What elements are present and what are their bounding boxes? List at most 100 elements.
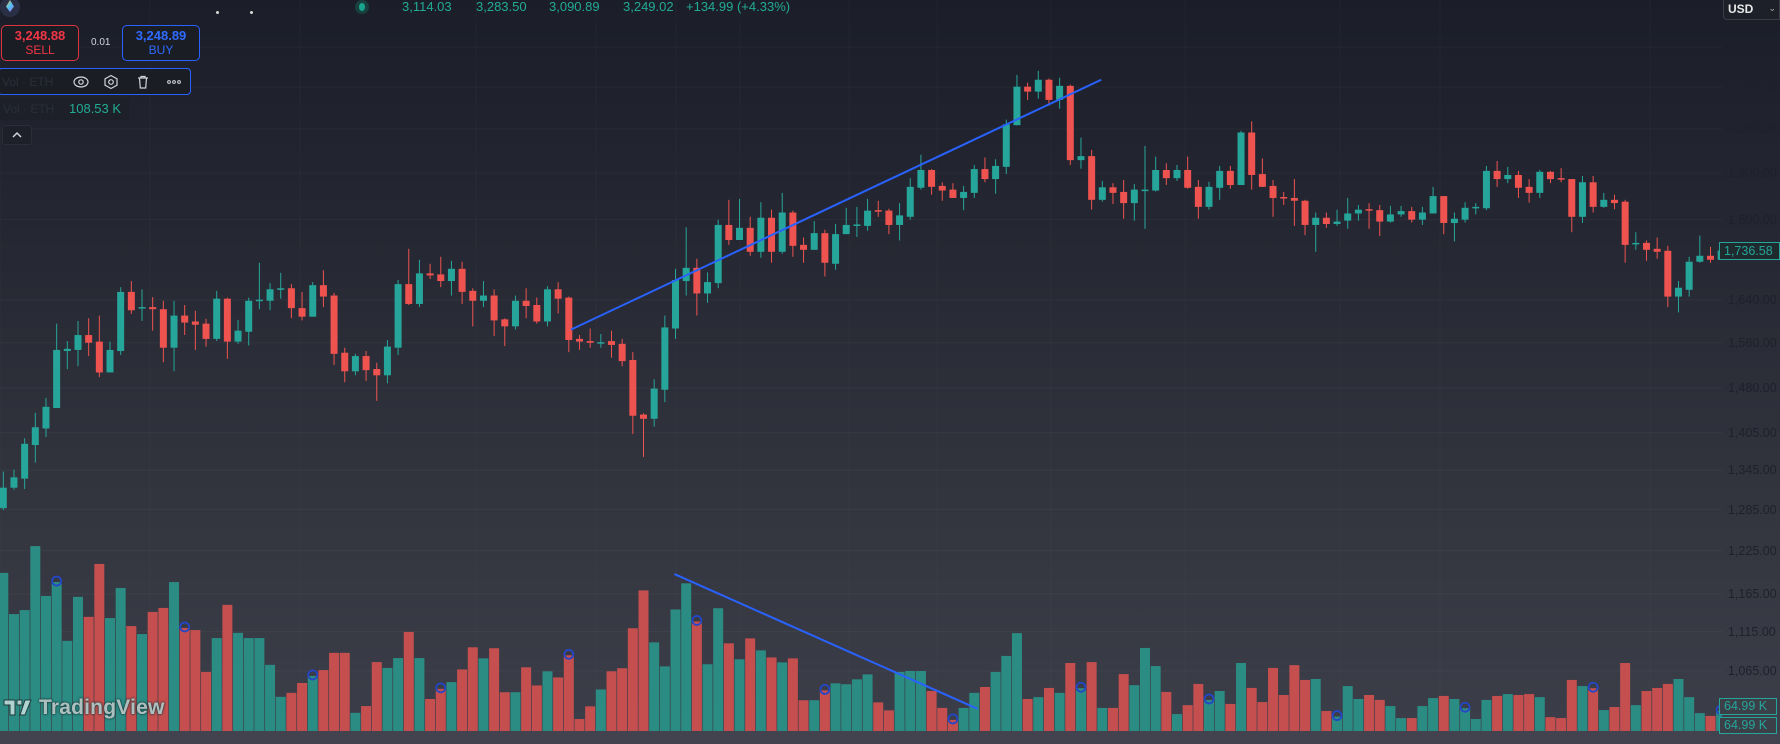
volume-bar bbox=[329, 652, 340, 731]
buy-button[interactable]: 3,248.89 BUY bbox=[122, 25, 200, 61]
candle-body bbox=[949, 189, 957, 198]
candle bbox=[1376, 204, 1384, 237]
price-tick-label: 1,560.00 bbox=[1728, 335, 1777, 350]
candle-body bbox=[1194, 186, 1202, 207]
candle bbox=[650, 379, 658, 427]
candle-body bbox=[1045, 79, 1053, 100]
candle bbox=[725, 199, 733, 245]
candle-body bbox=[554, 289, 562, 299]
candle-body bbox=[362, 356, 370, 371]
candle-body bbox=[458, 268, 466, 292]
candle bbox=[714, 219, 722, 289]
candle-body bbox=[437, 274, 445, 282]
candle-body bbox=[1077, 156, 1085, 161]
candle bbox=[149, 297, 157, 331]
volume-bar bbox=[510, 692, 521, 731]
candle bbox=[1642, 240, 1650, 261]
candle-body bbox=[85, 335, 93, 343]
volume-bar bbox=[8, 614, 19, 731]
volume-bar bbox=[702, 664, 713, 731]
collapse-legend-button[interactable] bbox=[2, 125, 32, 145]
candle bbox=[661, 315, 669, 403]
candle bbox=[234, 319, 242, 344]
candle-body bbox=[970, 169, 978, 193]
candle-body bbox=[447, 268, 455, 282]
volume-bar bbox=[1694, 713, 1705, 731]
volume-bar bbox=[595, 689, 606, 731]
candle bbox=[362, 351, 370, 382]
volume-bar bbox=[243, 638, 254, 731]
volume-bar bbox=[1289, 665, 1300, 731]
volume-bar bbox=[179, 627, 190, 731]
candle bbox=[832, 223, 840, 270]
price-tick-label: 1,345.00 bbox=[1728, 463, 1777, 478]
candle-body bbox=[607, 341, 615, 345]
volume-marker bbox=[1459, 701, 1471, 713]
volume-bar bbox=[105, 618, 115, 731]
currency-dropdown[interactable]: USD ⌄ bbox=[1723, 0, 1780, 20]
candle-body bbox=[31, 427, 39, 446]
candle bbox=[554, 282, 562, 314]
candle bbox=[1653, 237, 1661, 259]
candle-body bbox=[1258, 174, 1266, 187]
candle bbox=[1173, 165, 1181, 181]
candle bbox=[810, 221, 818, 250]
volume-bar bbox=[1396, 718, 1407, 731]
volume-indicator-legend[interactable]: Vol · ETH bbox=[0, 68, 191, 95]
chevron-down-icon: ⌄ bbox=[1768, 3, 1776, 13]
candle bbox=[1290, 179, 1298, 226]
candle bbox=[533, 297, 541, 324]
candle bbox=[255, 262, 263, 310]
candle-body bbox=[650, 388, 658, 419]
candle bbox=[1546, 170, 1554, 184]
sell-button[interactable]: 3,248.88 SELL bbox=[1, 25, 79, 61]
candle-body bbox=[149, 307, 157, 310]
volume-bar bbox=[1652, 687, 1663, 731]
candle bbox=[373, 362, 381, 401]
market-open-dot-icon[interactable] bbox=[355, 0, 369, 14]
candle bbox=[821, 229, 829, 277]
volume-bar bbox=[798, 700, 809, 731]
candle-body bbox=[928, 170, 936, 187]
candle bbox=[330, 292, 338, 366]
candle bbox=[1248, 121, 1256, 190]
volume-bar bbox=[446, 682, 457, 731]
volume-bar bbox=[926, 691, 937, 731]
price-tick-label: 1,640.00 bbox=[1728, 292, 1777, 307]
candle-body bbox=[1461, 207, 1469, 220]
candle bbox=[1365, 203, 1373, 229]
volume-bar bbox=[681, 583, 692, 731]
eye-icon[interactable] bbox=[73, 74, 89, 90]
volume-bar bbox=[745, 638, 756, 731]
price-tick-label: 2,200.00 bbox=[1728, 40, 1777, 55]
candle-body bbox=[511, 300, 519, 327]
volume-marker bbox=[1587, 681, 1599, 693]
candle-body bbox=[1173, 170, 1181, 179]
candle bbox=[74, 320, 82, 367]
volume-value-row: Vol · ETH 108.53 K bbox=[0, 98, 129, 120]
volume-bar bbox=[1684, 697, 1695, 731]
candle-body bbox=[1418, 212, 1426, 220]
time-axis[interactable] bbox=[0, 731, 1780, 744]
candle-body bbox=[309, 285, 317, 317]
more-icon[interactable] bbox=[166, 74, 182, 90]
settings-icon[interactable] bbox=[103, 74, 119, 90]
chart-plot-area[interactable] bbox=[0, 0, 1722, 731]
candle-body bbox=[181, 315, 189, 323]
candle bbox=[447, 260, 455, 296]
candle bbox=[1386, 205, 1394, 223]
candle-body bbox=[1088, 156, 1096, 200]
price-tick-label: 2,100.00 bbox=[1728, 80, 1777, 95]
candle bbox=[1045, 78, 1053, 106]
candle-body bbox=[330, 295, 338, 354]
candle bbox=[800, 237, 808, 263]
volume-bar bbox=[222, 604, 233, 731]
candle bbox=[1610, 194, 1618, 210]
buy-price: 3,248.89 bbox=[135, 28, 187, 43]
trash-icon[interactable] bbox=[135, 74, 151, 90]
candle-body bbox=[640, 414, 647, 419]
candle-body bbox=[501, 319, 509, 327]
volume-bar bbox=[1460, 708, 1471, 731]
volume-bar bbox=[958, 707, 969, 731]
tradingview-watermark: TradingView bbox=[3, 696, 165, 719]
